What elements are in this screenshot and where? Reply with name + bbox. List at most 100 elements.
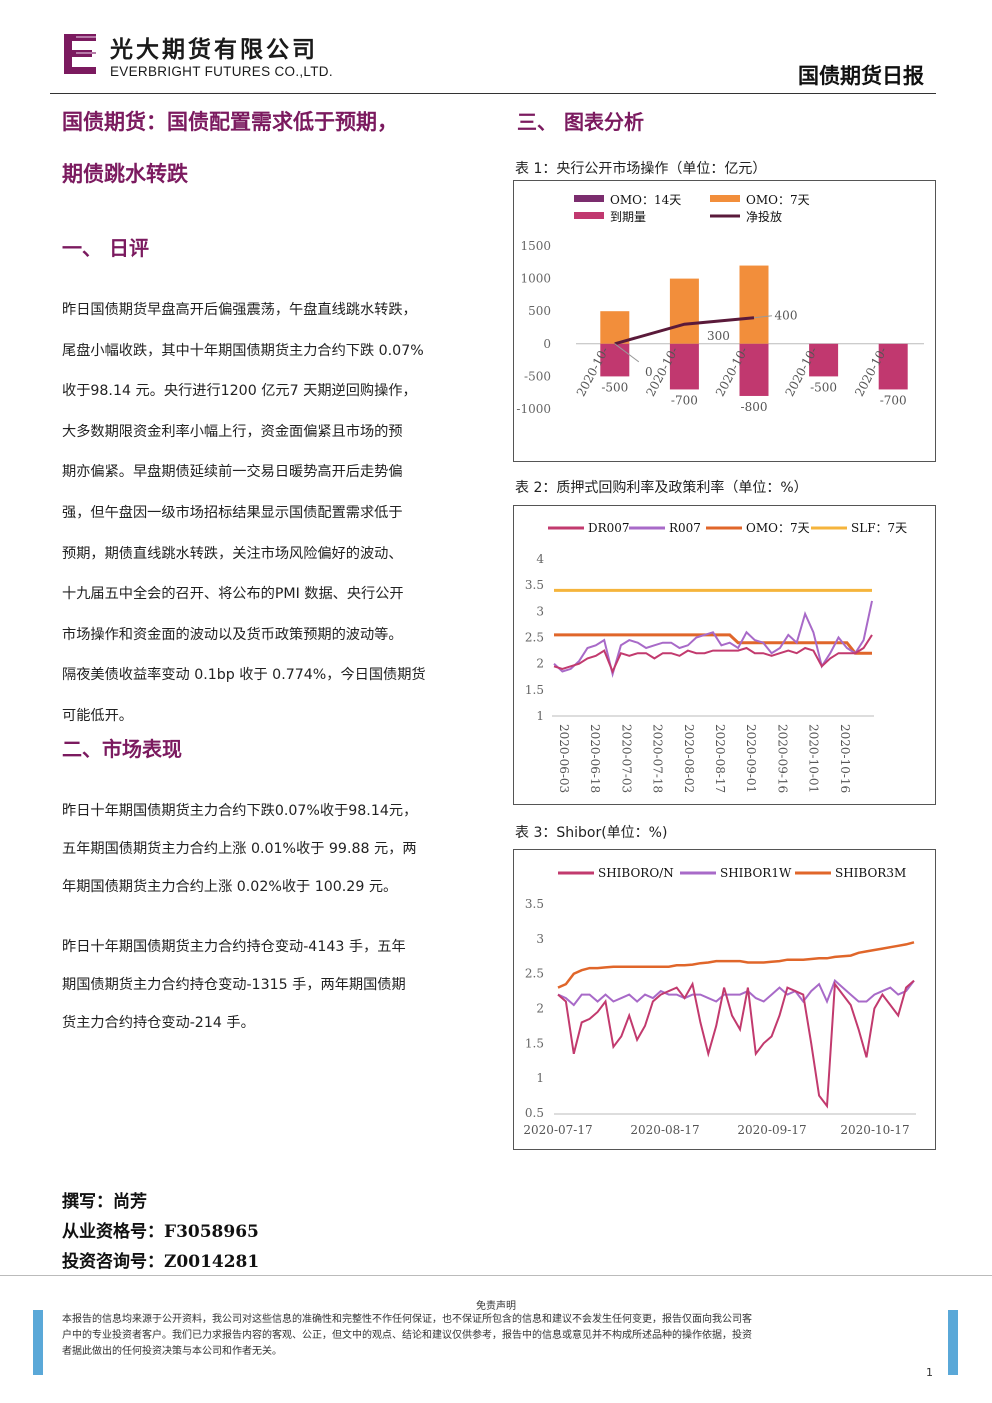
consult-number: 投资咨询号：Z0014281 (62, 1252, 260, 1272)
y-tick-label: 3.5 (525, 897, 544, 911)
y-tick-label: 1.5 (525, 1036, 544, 1050)
data-label-net: 0 (645, 365, 653, 379)
article-title-line-1: 国债期货：国债配置需求低于预期， (62, 109, 398, 134)
bar-omo-7d (739, 265, 769, 344)
paragraph-line: 收于98.14 元。央行进行1200 亿元7 天期逆回购操作， (62, 383, 417, 400)
chart2-caption: 表 2：质押式回购利率及政策利率（单位：%） (515, 480, 808, 496)
series-line-shibor-1w (557, 978, 915, 1007)
paragraph-line: 十九届五中全会的召开、将公布的PMI 数据、央行公开 (62, 586, 404, 603)
footer-divider (0, 1275, 992, 1276)
bar-maturity (600, 343, 630, 377)
bar-maturity (669, 343, 699, 390)
data-label-net: 300 (707, 329, 730, 343)
paragraph-line: 五年期国债期货主力合约上涨 0.01%收于 99.88 元，两 (62, 841, 417, 857)
y-tick-label: 0 (543, 337, 551, 351)
y-tick-label: -500 (524, 369, 551, 383)
disclaimer-title: 免责声明 (476, 1301, 516, 1312)
author: 撰写：尚芳 (62, 1192, 147, 1212)
x-tick-label: 2020-08-02 (682, 724, 696, 793)
x-tick-label: 2020-06-03 (557, 724, 571, 793)
y-tick-label: 1 (536, 709, 544, 723)
data-label-maturity: -800 (741, 400, 768, 414)
bar-omo-7d (669, 278, 699, 344)
market-performance-paragraph-2: 昨日十年期国债期货主力合约持仓变动-4143 手，五年 期国债期货主力合约持仓变动… (62, 928, 494, 1042)
data-label-net: 400 (775, 309, 798, 323)
page-number: 1 (926, 1366, 933, 1379)
series-line-r007 (553, 600, 873, 678)
chart3-shibor: SHIBORO/N SHIBOR1W SHIBOR3M 3.5 3 2.5 2 1.5 1 0.5… (513, 849, 936, 1150)
legend-label: OMO：14天 (610, 193, 681, 207)
footer-accent-left (33, 1310, 43, 1375)
legend-label: 到期量 (610, 210, 646, 224)
paragraph-line: 强，但午盘因一级市场招标结果显示国债配置需求低于 (62, 504, 403, 521)
chart1-caption: 表 1：央行公开市场操作（单位：亿元） (515, 161, 767, 177)
data-label-maturity: -700 (671, 393, 698, 407)
y-tick-label: -1000 (516, 402, 551, 416)
legend-label: OMO：7天 (746, 193, 810, 207)
legend-label: SLF：7天 (851, 521, 907, 535)
leader-line (614, 343, 640, 363)
x-tick-label: 2020-09-01 (744, 724, 758, 793)
y-tick-label: 4 (536, 552, 544, 566)
paragraph-line: 期亦偏紧。早盘期债延续前一交易日暖势高开后走势偏 (62, 464, 403, 481)
series-line-shibor-on (557, 979, 915, 1109)
x-tick-label: 2020-07-17 (523, 1123, 592, 1137)
daily-review-paragraph: 昨日国债期货早盘高开后偏强震荡，午盘直线跳水转跌， 尾盘小幅收跌，其中十年期国债期… (62, 290, 494, 737)
y-tick-label: 1 (536, 1071, 544, 1085)
paragraph-line: 期国债期货主力合约持仓变动-1315 手，两年期国债期 (62, 977, 406, 993)
chart1-omo-operations: OMO：14天 OMO：7天 到期量 净投放 1500 1000 500 0 -500 -1000… (513, 180, 936, 462)
legend-label: SHIBOR3M (835, 866, 906, 880)
bar-maturity (878, 343, 908, 390)
data-label-maturity: -500 (810, 380, 837, 394)
y-tick-label: 1.5 (525, 683, 544, 697)
paragraph-line: 年期国债期货主力合约上涨 0.02%收于 100.29 元。 (62, 879, 398, 895)
x-tick-label: 2020-10-01 (807, 724, 821, 793)
section-heading-chart-analysis: 三、 图表分析 (517, 110, 644, 134)
chart3-caption: 表 3：Shibor(单位：%) (515, 825, 668, 841)
series-line-shibor-3m (557, 941, 915, 989)
article-title-line-2: 期债跳水转跌 (62, 161, 188, 186)
paragraph-line: 货主力合约持仓变动-214 手。 (62, 1015, 255, 1031)
net-injection-line (614, 316, 755, 346)
y-tick-label: 1500 (520, 239, 551, 253)
y-tick-label: 2.5 (525, 967, 544, 981)
y-tick-label: 3 (536, 604, 544, 618)
legend-label: SHIBOR1W (720, 866, 792, 880)
paragraph-line: 本报告的信息均来源于公开资料，我公司对这些信息的准确性和完整性不作任何保证，也不… (62, 1314, 752, 1325)
x-tick-label: 2020-10-16 (838, 724, 852, 793)
paragraph-line: 户中的专业投资者客户。我们已力求报告内容的客观、公正，但文中的观点、结论和建议仅… (62, 1330, 752, 1341)
company-name-en: EVERBRIGHT FUTURES CO.,LTD. (110, 64, 333, 79)
leader-line (753, 315, 773, 319)
legend-label: SHIBORO/N (598, 866, 674, 880)
market-performance-paragraph-1: 昨日十年期国债期货主力合约下跌0.07%收于98.14元， 五年期国债期货主力合约… (62, 792, 494, 906)
paragraph-line: 者据此做出的任何投资决策与本公司和作者无关。 (62, 1346, 282, 1357)
x-tick-label: 2020-09-16 (775, 724, 789, 793)
company-logo-icon (62, 30, 100, 78)
report-title: 国债期货日报 (798, 63, 924, 88)
series-line-dr007 (553, 634, 873, 675)
section-heading-market-performance: 二、市场表现 (62, 737, 182, 761)
data-label-maturity: -700 (880, 393, 907, 407)
x-tick-label: 2020-07-03 (619, 724, 633, 793)
paragraph-line: 昨日十年期国债期货主力合约下跌0.07%收于98.14元， (62, 803, 418, 819)
y-tick-label: 500 (528, 304, 551, 318)
x-tick-label: 2020-07-18 (651, 724, 665, 793)
x-tick-label: 2020-10-17 (840, 1123, 909, 1137)
x-tick-label: 2020-06-18 (588, 724, 602, 793)
bar-maturity (809, 343, 839, 377)
series-line-omo-7d (554, 633, 872, 655)
legend-label: DR007 (588, 521, 630, 535)
y-tick-label: 3.5 (525, 578, 544, 592)
chart2-repo-rates: DR007 R007 OMO：7天 SLF：7天 4 3.5 3 2.5 2 1.5 1 2020-0… (513, 505, 936, 805)
legend-label: 净投放 (746, 209, 782, 224)
x-tick-label: 2020-08-17 (713, 724, 727, 793)
paragraph-line: 尾盘小幅收跌，其中十年期国债期货主力合约下跌 0.07% (62, 342, 424, 359)
paragraph-line: 隔夜美债收益率变动 0.1bp 收于 0.774%，今日国债期货 (62, 667, 426, 684)
data-label-maturity: -500 (601, 380, 628, 394)
company-name-cn: 光大期货有限公司 (110, 36, 318, 63)
header-divider (50, 93, 936, 94)
paragraph-line: 昨日十年期国债期货主力合约持仓变动-4143 手，五年 (62, 939, 406, 955)
paragraph-line: 大多数期限资金利率小幅上行，资金面偏紧且市场的预 (62, 423, 403, 440)
bar-maturity (739, 343, 769, 396)
x-tick-label: 2020-09-17 (737, 1123, 806, 1137)
